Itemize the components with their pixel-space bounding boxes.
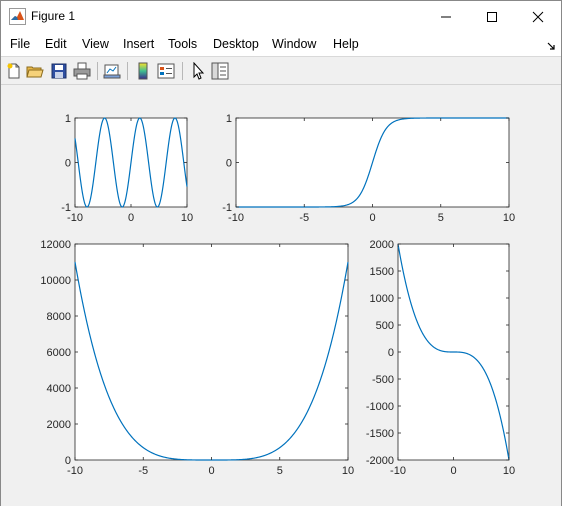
x-tick-label-tanh: 0 [369, 212, 375, 224]
open-folder-icon [26, 66, 44, 78]
menu-view[interactable]: View [82, 37, 109, 51]
menu-help[interactable]: Help [333, 37, 359, 51]
y-tick-label-negx3: -1500 [366, 428, 394, 440]
toolbar-separator [127, 62, 128, 80]
y-tick-label-sin: 0 [65, 158, 71, 170]
plots-svg[interactable]: -10 0 10-101-10 -5 0 5 10-101-10 -5 0 5 1002000400… [1, 86, 561, 506]
save-button[interactable] [49, 61, 69, 81]
maximize-button[interactable] [469, 1, 515, 32]
y-tick-label-x4: 8000 [47, 311, 71, 323]
property-inspector-button[interactable] [210, 61, 230, 81]
x-tick-label-x4: -5 [138, 465, 148, 477]
y-tick-label-negx3: -1000 [366, 401, 394, 413]
y-tick-label-tanh: 1 [226, 113, 232, 125]
printer-icon [73, 62, 91, 80]
figure-canvas[interactable]: -10 0 10 -1 0 1 -10 -5 0 5 10 -1 0 1 -10 -5 0 5 10 0 2000 400… [1, 86, 561, 506]
y-tick-label-negx3: 1500 [370, 266, 394, 278]
y-tick-label-x4: 10000 [40, 275, 71, 287]
insert-colorbar-button[interactable] [133, 61, 153, 81]
y-tick-label-negx3: 2000 [370, 239, 394, 251]
matlab-logo-icon [9, 8, 26, 25]
series-line-sin [74, 117, 188, 208]
x-tick-label-negx3: 10 [503, 465, 515, 477]
maximize-icon [487, 12, 497, 22]
y-tick-label-negx3: 1000 [370, 293, 394, 305]
y-tick-label-x4: 0 [65, 455, 71, 467]
menu-desktop[interactable]: Desktop [213, 37, 259, 51]
y-tick-label-sin: -1 [61, 202, 71, 214]
y-tick-label-x4: 2000 [47, 419, 71, 431]
x-tick-label-x4: -10 [67, 465, 83, 477]
x-tick-label-x4: 5 [277, 465, 283, 477]
close-button[interactable] [515, 1, 561, 32]
x-tick-label-tanh: -10 [228, 212, 244, 224]
title-bar[interactable]: Figure 1 [1, 1, 561, 32]
menu-bar: File Edit View Insert Tools Desktop Wind… [1, 32, 561, 57]
link-plot-icon [103, 64, 121, 79]
y-tick-label-tanh: 0 [226, 158, 232, 170]
minimize-button[interactable] [423, 1, 469, 32]
minimize-icon [441, 16, 451, 18]
property-inspector-icon [211, 62, 229, 80]
arrow-cursor-icon [193, 61, 205, 80]
x-tick-label-sin: 0 [128, 212, 134, 224]
toolbar-separator [97, 62, 98, 80]
y-tick-label-x4: 4000 [47, 383, 71, 395]
legend-icon [157, 63, 175, 79]
new-figure-button[interactable] [4, 61, 24, 81]
colorbar-icon [138, 62, 148, 80]
y-tick-label-x4: 12000 [40, 239, 71, 251]
y-tick-label-negx3: 500 [376, 320, 394, 332]
x-tick-label-sin: -10 [67, 212, 83, 224]
x-tick-label-x4: 0 [208, 465, 214, 477]
y-tick-label-sin: 1 [65, 113, 71, 125]
insert-legend-button[interactable] [156, 61, 176, 81]
window-title: Figure 1 [31, 9, 76, 23]
menu-window[interactable]: Window [272, 37, 317, 51]
x-tick-label-tanh: 5 [438, 212, 444, 224]
x-tick-label-x4: 10 [342, 465, 354, 477]
print-button[interactable] [72, 61, 92, 81]
series-line-tanh [236, 117, 509, 208]
edit-plot-button[interactable] [188, 61, 208, 81]
toolbar-separator [182, 62, 183, 80]
y-tick-label-negx3: -2000 [366, 455, 394, 467]
series-line-negx3 [397, 243, 510, 461]
toolbar [1, 58, 561, 85]
open-file-button[interactable] [25, 61, 45, 81]
save-disk-icon [51, 63, 67, 79]
axes-x4 [74, 243, 349, 461]
menu-insert[interactable]: Insert [123, 37, 155, 51]
y-tick-label-x4: 6000 [47, 347, 71, 359]
x-tick-label-negx3: -10 [390, 465, 406, 477]
close-icon [532, 11, 544, 23]
y-tick-label-negx3: -500 [372, 374, 394, 386]
new-file-icon [7, 63, 20, 79]
dock-arrow-icon[interactable] [547, 39, 557, 57]
x-tick-label-tanh: 10 [503, 212, 515, 224]
menu-edit[interactable]: Edit [45, 37, 67, 51]
menu-file[interactable]: File [10, 37, 31, 51]
x-tick-label-sin: 10 [181, 212, 193, 224]
link-plot-button[interactable] [102, 61, 122, 81]
y-tick-label-tanh: -1 [222, 202, 232, 214]
x-tick-label-tanh: -5 [299, 212, 309, 224]
menu-tools[interactable]: Tools [168, 37, 198, 51]
y-tick-label-negx3: 0 [388, 347, 394, 359]
x-tick-label-negx3: 0 [450, 465, 456, 477]
